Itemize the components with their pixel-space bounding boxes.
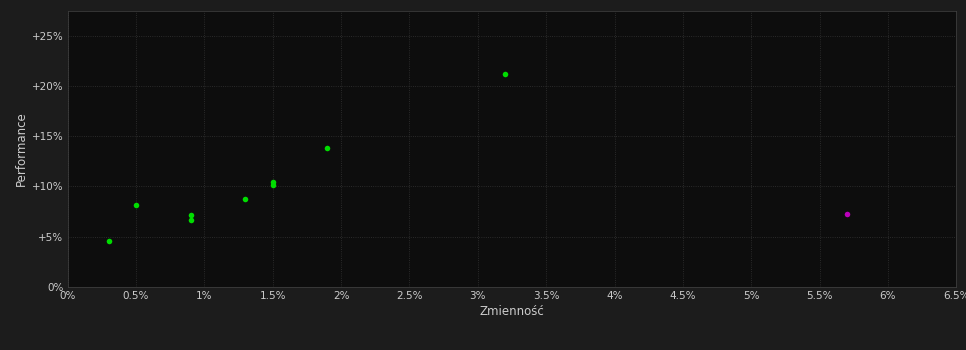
Point: [497, 71, 513, 77]
Point: [320, 146, 335, 151]
Point: [265, 180, 280, 185]
X-axis label: Zmienność: Zmienność: [479, 305, 545, 318]
Point: [128, 202, 144, 207]
Y-axis label: Performance: Performance: [14, 111, 28, 186]
Point: [238, 196, 253, 201]
Point: [183, 212, 198, 217]
Point: [183, 217, 198, 223]
Point: [100, 238, 116, 244]
Point: [265, 183, 280, 188]
Point: [839, 211, 855, 216]
